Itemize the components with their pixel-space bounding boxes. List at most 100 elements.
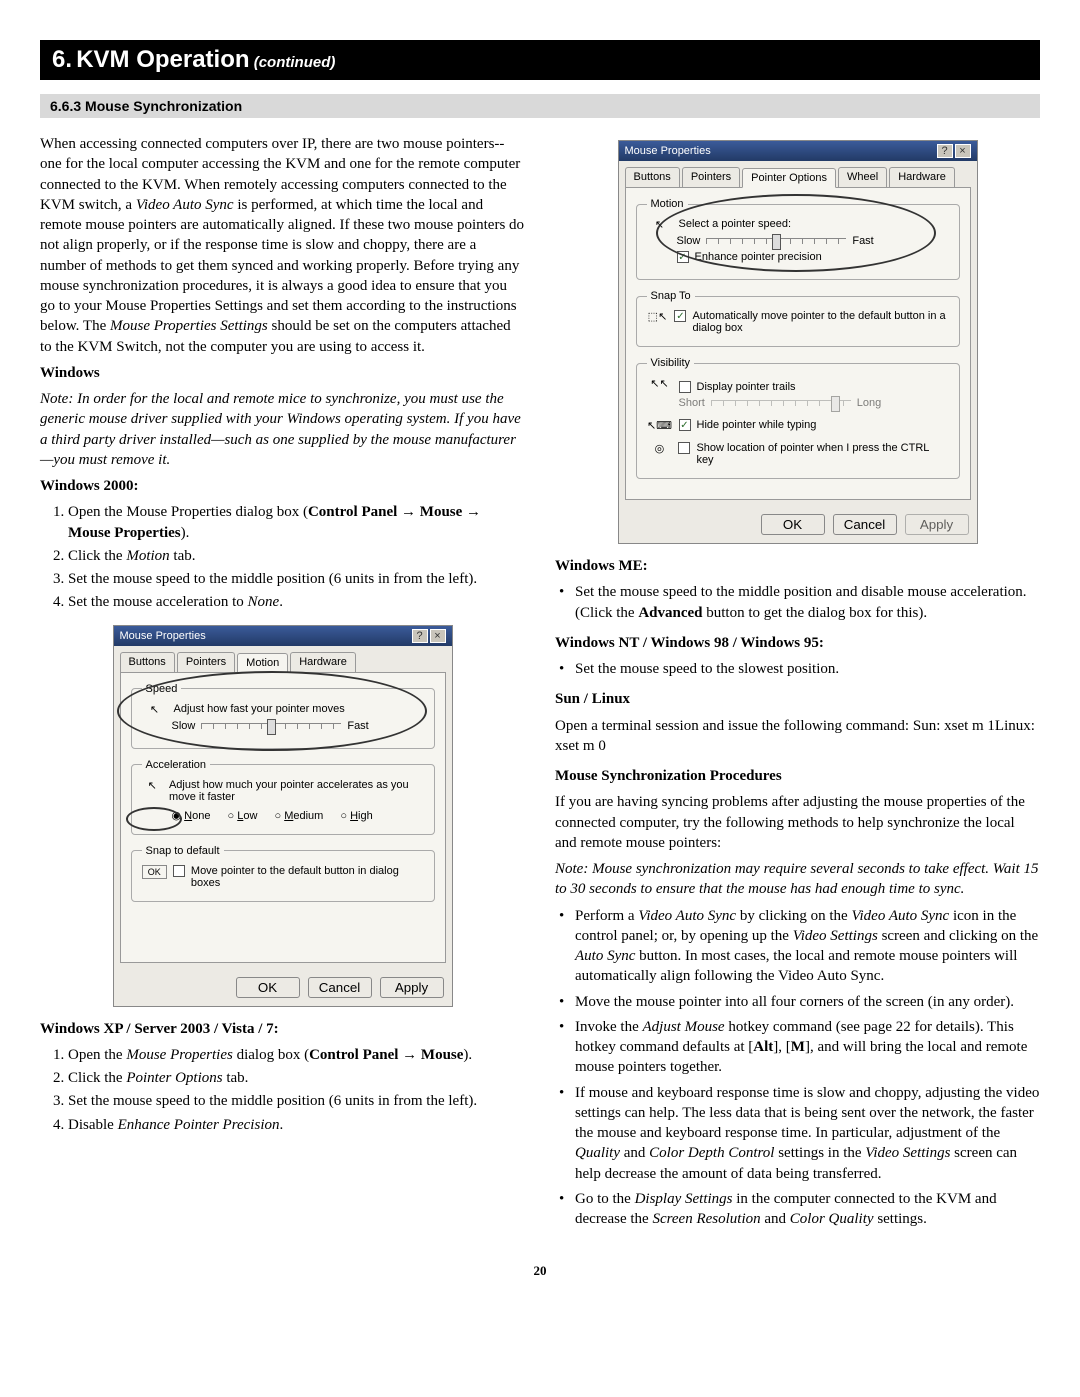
- ok-button[interactable]: OK: [761, 514, 825, 535]
- pointer-icon: ↖: [142, 779, 163, 792]
- tab-hardware[interactable]: Hardware: [889, 167, 955, 187]
- snap-group: Snap to default OK Move pointer to the d…: [131, 845, 435, 902]
- accel-legend: Acceleration: [142, 759, 211, 771]
- proc-list: Perform a Video Auto Sync by clicking on…: [555, 906, 1040, 1230]
- ctrl-icon: ◎: [647, 442, 673, 455]
- subsection-header: 6.6.3 Mouse Synchronization: [40, 94, 1040, 118]
- close-icon[interactable]: ×: [955, 144, 971, 158]
- cancel-button[interactable]: Cancel: [308, 977, 372, 998]
- right-column: Mouse Properties ?× Buttons Pointers Poi…: [555, 128, 1040, 1239]
- dialog-buttons: OK Cancel Apply: [619, 506, 977, 543]
- list-item: Move the mouse pointer into all four cor…: [555, 992, 1040, 1012]
- dialog-titlebar: Mouse Properties ?×: [619, 141, 977, 161]
- close-icon[interactable]: ×: [430, 629, 446, 643]
- section-number: 6.: [52, 46, 72, 73]
- trails-icon: ↖↖: [647, 377, 673, 390]
- dialog-tabs: Buttons Pointers Pointer Options Wheel H…: [625, 161, 971, 188]
- trails-text: Display pointer trails: [697, 381, 796, 393]
- proc-heading: Mouse Synchronization Procedures: [555, 766, 1040, 786]
- tab-pointers[interactable]: Pointers: [682, 167, 740, 187]
- motion-legend: Motion: [647, 198, 688, 210]
- checkbox[interactable]: ✓: [679, 419, 691, 431]
- figure-mouse-properties-2000: Mouse Properties ?× Buttons Pointers Mot…: [113, 625, 453, 1007]
- tab-motion[interactable]: Motion: [237, 653, 288, 673]
- apply-button[interactable]: Apply: [905, 514, 969, 535]
- wxp-steps: Open the Mouse Properties dialog box (Co…: [68, 1045, 525, 1135]
- tab-pointer-options[interactable]: Pointer Options: [742, 168, 836, 188]
- list-item: Set the mouse speed to the middle positi…: [555, 582, 1040, 623]
- wnt-heading: Windows NT / Windows 98 / Windows 95:: [555, 633, 1040, 653]
- long-label: Long: [857, 397, 881, 409]
- snap-legend: Snap to default: [142, 845, 224, 857]
- radio-low[interactable]: ○ Low: [228, 810, 258, 822]
- wxp-heading: Windows XP / Server 2003 / Vista / 7:: [40, 1019, 525, 1039]
- windows-note: Note: In order for the local and remote …: [40, 389, 525, 470]
- snap-text: Move pointer to the default button in di…: [191, 865, 424, 889]
- list-item: Click the Motion tab.: [68, 546, 525, 566]
- visibility-group: Visibility ↖↖ Display pointer trails Sho…: [636, 357, 960, 479]
- hide-icon: ↖⌨: [647, 419, 673, 432]
- tab-buttons[interactable]: Buttons: [625, 167, 680, 187]
- radio-medium[interactable]: ○ Medium: [274, 810, 323, 822]
- section-header: 6. KVM Operation (continued): [40, 40, 1040, 80]
- w2000-steps: Open the Mouse Properties dialog box (Co…: [68, 502, 525, 612]
- sun-heading: Sun / Linux: [555, 689, 1040, 709]
- highlight-oval: [117, 671, 427, 751]
- dialog-panel: Motion ↖Select a pointer speed: Slow Fas…: [625, 188, 971, 500]
- list-item: Disable Enhance Pointer Precision.: [68, 1115, 525, 1135]
- list-item: Set the mouse speed to the middle positi…: [68, 569, 525, 589]
- window-buttons: ?×: [935, 144, 971, 158]
- windows-heading: Windows: [40, 363, 525, 383]
- hide-text: Hide pointer while typing: [697, 419, 817, 431]
- list-item: Open the Mouse Properties dialog box (Co…: [68, 502, 525, 543]
- snapto-text: Automatically move pointer to the defaul…: [692, 310, 948, 334]
- left-column: When accessing connected computers over …: [40, 128, 525, 1239]
- wme-list: Set the mouse speed to the middle positi…: [555, 582, 1040, 623]
- help-icon[interactable]: ?: [937, 144, 953, 158]
- intro-text: When accessing connected computers over …: [40, 134, 525, 357]
- tab-wheel[interactable]: Wheel: [838, 167, 887, 187]
- snap-icon: ⬚↖: [647, 310, 669, 323]
- tab-hardware[interactable]: Hardware: [290, 652, 356, 672]
- apply-button[interactable]: Apply: [380, 977, 444, 998]
- list-item: Invoke the Adjust Mouse hotkey command (…: [555, 1017, 1040, 1078]
- radio-high[interactable]: ○ High: [340, 810, 372, 822]
- list-item: Set the mouse speed to the slowest posit…: [555, 659, 1040, 679]
- dialog-title: Mouse Properties: [120, 630, 206, 642]
- list-item: Perform a Video Auto Sync by clicking on…: [555, 906, 1040, 987]
- ok-button[interactable]: OK: [236, 977, 300, 998]
- list-item: If mouse and keyboard response time is s…: [555, 1083, 1040, 1184]
- window-buttons: ?×: [410, 629, 446, 643]
- cancel-button[interactable]: Cancel: [833, 514, 897, 535]
- checkbox[interactable]: ✓: [674, 310, 686, 322]
- dialog-title: Mouse Properties: [625, 145, 711, 157]
- page-number: 20: [40, 1263, 1040, 1279]
- accel-radios: ◉ None ○ Low ○ Medium ○ High: [172, 809, 424, 822]
- help-icon[interactable]: ?: [412, 629, 428, 643]
- figure-mouse-properties-xp: Mouse Properties ?× Buttons Pointers Poi…: [618, 140, 978, 544]
- dialog-titlebar: Mouse Properties ?×: [114, 626, 452, 646]
- tab-buttons[interactable]: Buttons: [120, 652, 175, 672]
- wnt-list: Set the mouse speed to the slowest posit…: [555, 659, 1040, 679]
- highlight-oval: [656, 194, 936, 272]
- list-item: Click the Pointer Options tab.: [68, 1068, 525, 1088]
- snap-icon: OK: [142, 865, 167, 879]
- checkbox[interactable]: [679, 381, 691, 393]
- short-label: Short: [679, 397, 705, 409]
- snapto-legend: Snap To: [647, 290, 695, 302]
- section-continued: (continued): [254, 54, 336, 71]
- accel-text: Adjust how much your pointer accelerates…: [169, 779, 424, 803]
- checkbox[interactable]: [173, 865, 185, 877]
- list-item: Go to the Display Settings in the comput…: [555, 1189, 1040, 1230]
- visibility-legend: Visibility: [647, 357, 695, 369]
- checkbox[interactable]: [678, 442, 690, 454]
- list-item: Set the mouse speed to the middle positi…: [68, 1091, 525, 1111]
- snapto-group: Snap To ⬚↖ ✓ Automatically move pointer t…: [636, 290, 960, 347]
- trails-slider: Short Long: [679, 397, 949, 409]
- dialog-buttons: OK Cancel Apply: [114, 969, 452, 1006]
- proc-intro: If you are having syncing problems after…: [555, 792, 1040, 853]
- accel-group: Acceleration ↖ Adjust how much your point…: [131, 759, 435, 835]
- ctrl-text: Show location of pointer when I press th…: [696, 442, 948, 466]
- list-item: Set the mouse acceleration to None.: [68, 592, 525, 612]
- tab-pointers[interactable]: Pointers: [177, 652, 235, 672]
